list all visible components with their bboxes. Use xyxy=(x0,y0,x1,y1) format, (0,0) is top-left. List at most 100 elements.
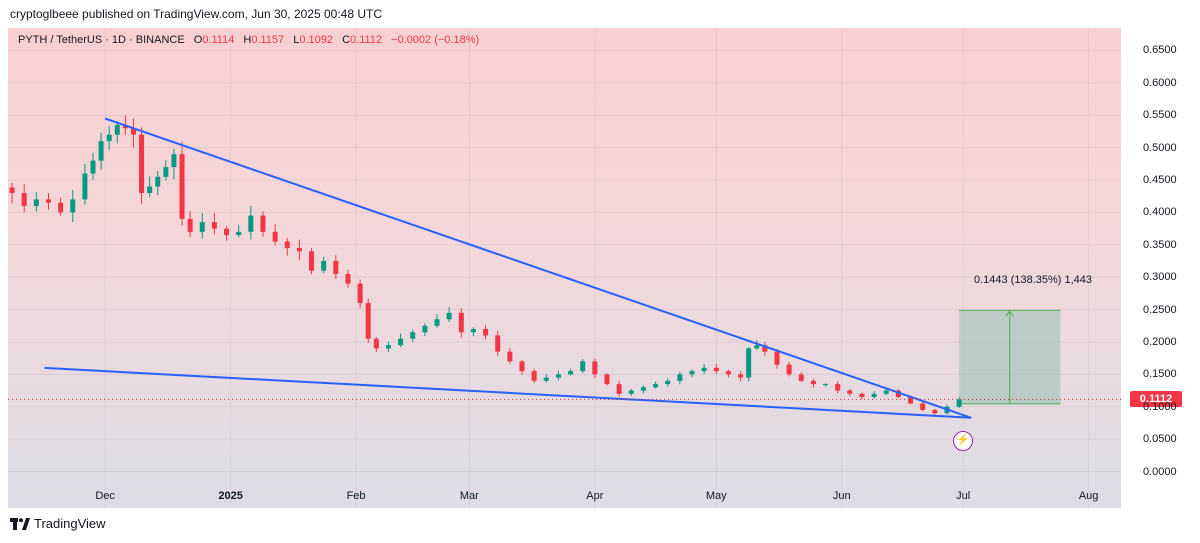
time-axis[interactable]: Dec 2025 Feb Mar Apr May Jun Jul Aug xyxy=(8,486,1121,508)
candle-body xyxy=(187,218,193,232)
candle-body xyxy=(932,409,938,414)
candle-body xyxy=(139,134,145,193)
candle-body xyxy=(422,325,428,333)
candle-body xyxy=(211,222,217,229)
candle-body xyxy=(9,187,15,193)
candle-body xyxy=(847,390,853,394)
candle-body xyxy=(531,371,537,381)
y-tick-label: 0.2500 xyxy=(1143,303,1177,316)
candle-body xyxy=(908,397,914,404)
y-tick-label: 0.4500 xyxy=(1143,174,1177,187)
top-bar: cryptoglbeee published on TradingView.co… xyxy=(0,0,1200,28)
candle-body xyxy=(21,192,27,206)
candle-body xyxy=(543,377,549,381)
candle-body xyxy=(713,367,719,372)
candle-body xyxy=(640,387,646,391)
candle-body xyxy=(309,251,315,271)
candle-body xyxy=(45,199,51,203)
candle-body xyxy=(296,248,302,252)
change-value: −0.0002 (−0.18%) xyxy=(391,34,480,46)
candle-body xyxy=(248,215,254,232)
candle-body xyxy=(786,364,792,375)
candle-body xyxy=(823,384,829,386)
trendline-lower xyxy=(44,366,972,419)
candle-body xyxy=(592,361,598,375)
open-label: O xyxy=(193,34,203,46)
candle-body xyxy=(122,124,128,129)
candle-body xyxy=(871,393,877,398)
candle-body xyxy=(604,374,610,385)
y-tick-label: 0.6500 xyxy=(1143,44,1177,57)
price-chart-svg[interactable] xyxy=(8,28,1121,508)
candle-body xyxy=(810,380,816,385)
price-axis[interactable]: 0.1112 0.6500 0.6000 0.5500 0.5000 0.4500 0.4… xyxy=(1121,28,1200,508)
candle-body xyxy=(114,124,120,135)
candle-body xyxy=(260,215,266,232)
candle-body xyxy=(701,367,707,372)
candle-body xyxy=(446,312,452,320)
candle-body xyxy=(224,228,230,236)
x-tick-label: Jul xyxy=(956,490,971,502)
candle-body xyxy=(762,345,768,352)
candle-body xyxy=(365,303,371,339)
x-tick-label: Apr xyxy=(586,490,604,502)
candle-body xyxy=(33,199,39,206)
symbol-legend: PYTH / TetherUS · 1D · BINANCE O0.1114 H… xyxy=(18,34,479,46)
y-tick-label: 0.5500 xyxy=(1143,109,1177,122)
y-tick-label: 0.6000 xyxy=(1143,76,1177,89)
trendlines xyxy=(44,117,972,419)
measure-label: 0.1443 (138.35%) 1,443 xyxy=(974,274,1093,286)
candle-body xyxy=(90,160,96,174)
high-value: 0.1157 xyxy=(251,34,285,46)
x-tick-label: Mar xyxy=(459,490,479,502)
x-tick-label: May xyxy=(705,490,727,502)
x-tick-label: Feb xyxy=(346,490,366,502)
candle-body xyxy=(956,399,962,407)
candle-body xyxy=(689,371,695,375)
open-value: 0.1114 xyxy=(202,34,235,46)
publisher-text: cryptoglbeee published on TradingView.co… xyxy=(10,7,383,21)
candle-body xyxy=(284,241,290,249)
candle-body xyxy=(798,374,804,381)
candle-body xyxy=(155,176,161,187)
candle-body xyxy=(458,312,464,333)
candle-body xyxy=(519,361,525,372)
candle-body xyxy=(147,186,153,193)
candle-body xyxy=(507,351,513,362)
trendline-upper xyxy=(104,117,972,419)
symbol-title: PYTH / TetherUS · 1D · BINANCE xyxy=(18,34,185,46)
candle-body xyxy=(470,329,476,333)
candle-body xyxy=(665,380,671,385)
y-tick-label: 0.1000 xyxy=(1143,400,1177,413)
candle-body xyxy=(163,167,169,177)
y-tick-label: 0.0000 xyxy=(1143,465,1177,478)
x-tick-label: 2025 xyxy=(218,490,243,502)
y-tick-label: 0.0500 xyxy=(1143,433,1177,446)
candle-body xyxy=(920,403,926,410)
candle-body xyxy=(580,361,586,372)
current-price-label: 0.1112 xyxy=(1130,391,1182,408)
low-value: 0.1092 xyxy=(299,34,333,46)
lightning-icon[interactable]: ⚡ xyxy=(953,431,973,451)
y-tick-label: 0.2000 xyxy=(1143,335,1177,348)
candle-body xyxy=(555,374,561,378)
grid xyxy=(8,28,1121,508)
candle-body xyxy=(653,384,659,388)
y-tick-label: 0.1500 xyxy=(1143,368,1177,381)
footer-brand: TradingView xyxy=(34,516,106,531)
candle-body xyxy=(774,351,780,365)
candle-body xyxy=(236,231,242,236)
candle-body xyxy=(725,371,731,375)
candle-body xyxy=(483,329,489,336)
candle-body xyxy=(398,338,404,346)
candle-body xyxy=(835,384,841,391)
y-tick-label: 0.3000 xyxy=(1143,271,1177,284)
candle-body xyxy=(179,154,185,219)
measure-tool xyxy=(959,309,1061,405)
x-tick-label: Aug xyxy=(1078,490,1099,502)
close-value: 0.1112 xyxy=(350,34,383,46)
chart-pane[interactable]: PYTH / TetherUS · 1D · BINANCE O0.1114 H… xyxy=(8,28,1121,508)
candle-body xyxy=(434,319,440,326)
candle-body xyxy=(410,332,416,339)
footer: TradingView xyxy=(10,516,106,531)
